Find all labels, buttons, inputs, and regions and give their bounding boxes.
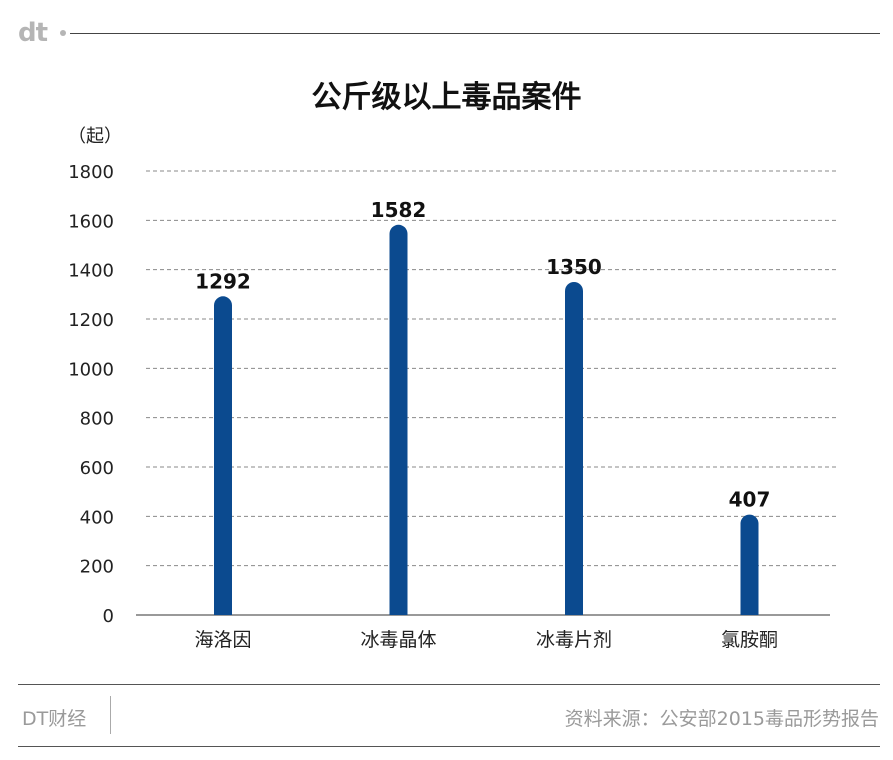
logo-dot [60,30,66,36]
y-tick-label: 0 [103,606,114,627]
x-tick-label: 冰毒晶体 [360,629,436,651]
y-tick-label: 800 [80,409,114,430]
top-rule [70,33,880,34]
dt-logo: dt [18,18,48,48]
footer-divider [110,696,111,734]
x-tick-label: 冰毒片剂 [536,629,612,651]
y-tick-label: 1800 [68,162,114,183]
footer-rule-top [18,684,880,685]
y-axis-label: （起） [68,126,122,147]
x-tick-label: 海洛因 [194,629,251,651]
bar [389,224,408,615]
data-label: 407 [729,488,771,512]
data-source: 资料来源：公安部2015毒品形势报告 [564,708,879,730]
data-label: 1582 [371,198,427,222]
bar-chart: （起） 0 200 400 600 800 1000 1200 1400 1600 1800 1292… [68,126,836,651]
bar [214,296,232,615]
y-tick-label: 1600 [68,211,114,232]
footer-brand: DT财经 [22,708,87,730]
y-tick-label: 200 [80,557,114,578]
data-label: 1292 [195,269,251,293]
y-tick-label: 1200 [68,310,114,331]
y-tick-label: 600 [80,458,114,479]
x-tick-label: 氯胺酮 [721,629,778,651]
data-label: 1350 [546,255,602,279]
footer-rule-bottom [18,746,880,747]
bar [565,282,583,615]
y-tick-label: 1000 [68,359,114,380]
y-tick-label: 400 [80,507,114,528]
y-tick-label: 1400 [68,261,114,282]
bar [740,514,759,615]
chart-title: 公斤级以上毒品案件 [311,80,582,115]
